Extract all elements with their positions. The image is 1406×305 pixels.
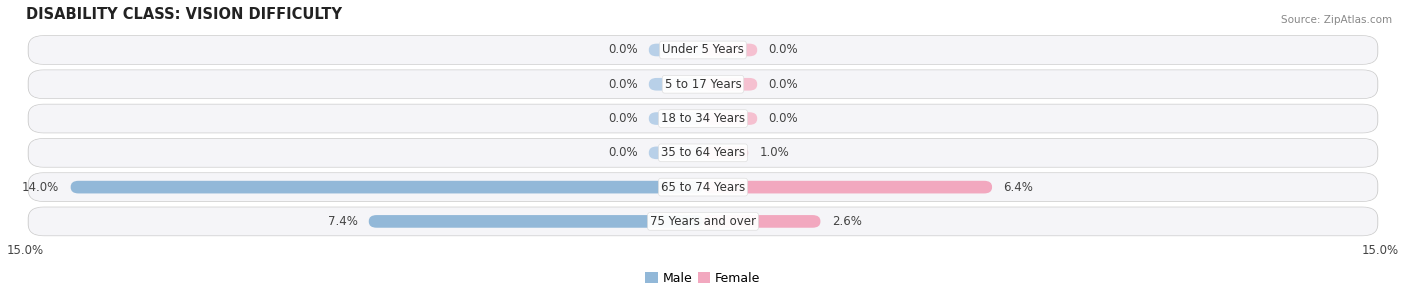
Text: 35 to 64 Years: 35 to 64 Years: [661, 146, 745, 159]
FancyBboxPatch shape: [28, 35, 1378, 65]
Text: 6.4%: 6.4%: [1004, 181, 1033, 194]
FancyBboxPatch shape: [703, 112, 758, 125]
Text: Source: ZipAtlas.com: Source: ZipAtlas.com: [1281, 15, 1392, 25]
FancyBboxPatch shape: [28, 207, 1378, 235]
Text: Under 5 Years: Under 5 Years: [662, 44, 744, 56]
FancyBboxPatch shape: [28, 207, 1378, 236]
Text: 2.6%: 2.6%: [832, 215, 862, 228]
Text: 0.0%: 0.0%: [769, 112, 799, 125]
Text: 1.0%: 1.0%: [759, 146, 789, 159]
FancyBboxPatch shape: [703, 215, 821, 228]
FancyBboxPatch shape: [28, 172, 1378, 202]
FancyBboxPatch shape: [28, 173, 1378, 201]
FancyBboxPatch shape: [703, 181, 993, 193]
FancyBboxPatch shape: [648, 112, 703, 125]
FancyBboxPatch shape: [648, 78, 703, 91]
Text: 18 to 34 Years: 18 to 34 Years: [661, 112, 745, 125]
Text: 14.0%: 14.0%: [22, 181, 59, 194]
Text: 75 Years and over: 75 Years and over: [650, 215, 756, 228]
Text: 0.0%: 0.0%: [607, 112, 637, 125]
Text: 5 to 17 Years: 5 to 17 Years: [665, 78, 741, 91]
FancyBboxPatch shape: [28, 104, 1378, 133]
FancyBboxPatch shape: [70, 181, 703, 193]
Text: 0.0%: 0.0%: [607, 44, 637, 56]
Text: 7.4%: 7.4%: [328, 215, 357, 228]
FancyBboxPatch shape: [28, 70, 1378, 99]
Legend: Male, Female: Male, Female: [641, 267, 765, 290]
FancyBboxPatch shape: [368, 215, 703, 228]
FancyBboxPatch shape: [28, 138, 1378, 167]
FancyBboxPatch shape: [28, 139, 1378, 167]
Text: 0.0%: 0.0%: [769, 44, 799, 56]
FancyBboxPatch shape: [648, 146, 703, 159]
FancyBboxPatch shape: [703, 78, 758, 91]
FancyBboxPatch shape: [28, 36, 1378, 64]
Text: 0.0%: 0.0%: [769, 78, 799, 91]
Text: 0.0%: 0.0%: [607, 146, 637, 159]
FancyBboxPatch shape: [703, 44, 758, 56]
FancyBboxPatch shape: [648, 44, 703, 56]
Text: DISABILITY CLASS: VISION DIFFICULTY: DISABILITY CLASS: VISION DIFFICULTY: [25, 7, 342, 22]
Text: 65 to 74 Years: 65 to 74 Years: [661, 181, 745, 194]
FancyBboxPatch shape: [28, 105, 1378, 133]
Text: 0.0%: 0.0%: [607, 78, 637, 91]
FancyBboxPatch shape: [28, 70, 1378, 98]
FancyBboxPatch shape: [703, 146, 748, 159]
